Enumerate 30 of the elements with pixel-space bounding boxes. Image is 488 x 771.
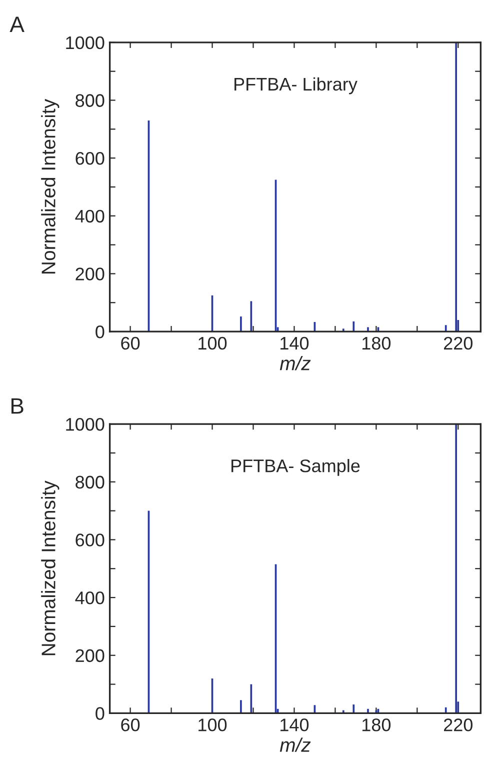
x-tick-label: 100 [198, 336, 227, 350]
text: PFTBA- Sample [232, 459, 360, 476]
y-axis-title: Normalized Intensity [41, 480, 60, 656]
y-axis-title: Normalized Intensity [41, 98, 60, 274]
y-tick-label: 200 [76, 649, 104, 662]
x-tick-label: 140 [280, 718, 309, 732]
y-tick-label: 600 [76, 534, 104, 546]
y-tick-label: 1000 [66, 36, 104, 50]
text: A [10, 16, 24, 32]
x-tick-label: 220 [444, 718, 472, 732]
y-tick-label: 0 [96, 325, 104, 338]
x-tick-label: 60 [121, 336, 140, 350]
y-tick-label: 800 [76, 94, 104, 107]
y-tick-label: 400 [75, 210, 104, 223]
x-tick-label: 180 [362, 718, 391, 732]
x-tick-label: 180 [362, 336, 391, 350]
y-tick-label: 200 [76, 268, 104, 280]
y-tick-label: 800 [76, 476, 104, 489]
y-tick-label: 400 [75, 591, 104, 604]
x-tick-label: 220 [444, 336, 472, 350]
x-tick-label: 60 [121, 718, 140, 732]
y-tick-label: 1000 [66, 418, 104, 431]
text: B [11, 398, 24, 414]
y-tick-label: 0 [96, 707, 104, 720]
x-axis-title: m/z [280, 738, 311, 752]
x-axis-title: m/z [280, 356, 311, 370]
y-tick-label: 600 [76, 152, 104, 165]
text: PFTBA- Library [234, 77, 358, 94]
x-tick-label: 140 [280, 336, 309, 350]
x-tick-label: 100 [198, 718, 227, 732]
